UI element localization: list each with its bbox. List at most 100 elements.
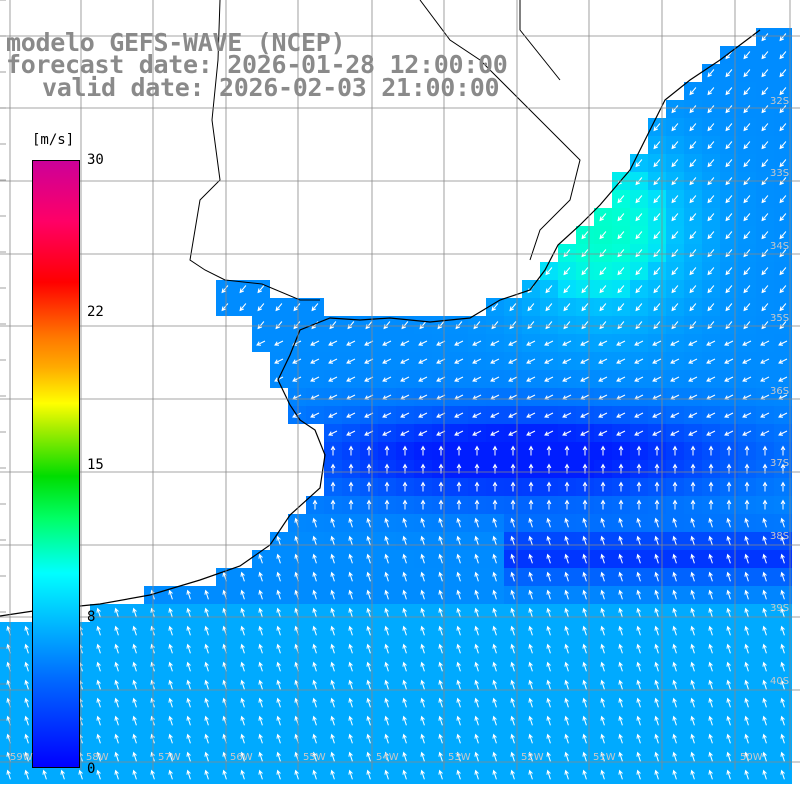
valid-date: valid date: 2026-02-03 21:00:00 <box>42 73 500 102</box>
wind-arrow <box>168 661 173 672</box>
wind-arrow <box>564 589 569 600</box>
wind-arrow <box>42 769 47 780</box>
wind-arrow <box>636 733 641 744</box>
wind-arrow <box>132 679 137 690</box>
wind-arrow <box>258 661 263 672</box>
wind-arrow <box>474 643 479 654</box>
wind-arrow <box>474 481 480 492</box>
wind-arrow <box>744 517 749 528</box>
wind-arrow <box>544 430 554 436</box>
wind-arrow <box>310 358 320 364</box>
wind-arrow <box>132 625 137 636</box>
wind-arrow <box>689 231 697 240</box>
lon-label: 54W <box>376 752 399 763</box>
wind-arrow <box>454 358 464 364</box>
wind-arrow <box>562 430 572 436</box>
wind-arrow <box>384 535 389 546</box>
wind-arrow <box>276 679 281 690</box>
wind-arrow <box>742 430 752 436</box>
wind-arrow <box>618 517 623 528</box>
wind-arrow <box>96 643 101 654</box>
wind-arrow <box>670 358 680 364</box>
wind-arrow <box>600 715 605 726</box>
wind-arrow <box>725 213 733 222</box>
wind-arrow <box>384 481 390 492</box>
wind-arrow <box>725 231 733 240</box>
wind-arrow <box>780 625 785 636</box>
wind-arrow <box>672 661 677 672</box>
wind-arrow <box>652 376 662 382</box>
wind-arrow <box>528 679 533 690</box>
wind-arrow <box>744 571 749 582</box>
wind-arrow <box>654 553 659 564</box>
wind-arrow <box>492 517 497 528</box>
wind-arrow <box>690 661 695 672</box>
wind-arrow <box>617 231 625 240</box>
lon-label: 51W <box>593 752 616 763</box>
wind-arrow <box>726 697 731 708</box>
wind-arrow <box>654 769 659 780</box>
wind-arrow <box>366 697 371 708</box>
wind-arrow <box>420 769 425 780</box>
wind-arrow <box>474 589 479 600</box>
wind-arrow <box>780 553 785 564</box>
wind-arrow <box>726 679 731 690</box>
wind-arrow <box>256 340 266 346</box>
wind-arrow <box>204 625 209 636</box>
wind-arrow <box>582 769 587 780</box>
wind-arrow <box>420 481 426 492</box>
wind-arrow <box>384 751 389 762</box>
wind-arrow <box>438 751 443 762</box>
wind-arrow <box>581 285 589 294</box>
wind-arrow <box>366 571 371 582</box>
wind-arrow <box>598 376 608 382</box>
wind-arrow <box>652 358 662 364</box>
wind-arrow <box>725 195 733 204</box>
wind-arrow <box>508 340 518 346</box>
wind-arrow <box>276 535 281 546</box>
wind-arrow <box>274 340 284 346</box>
wind-arrow <box>546 661 551 672</box>
wind-arrow <box>564 625 569 636</box>
wind-arrow <box>690 535 695 546</box>
wind-arrow <box>474 769 479 780</box>
wind-arrow <box>581 231 589 240</box>
wind-arrow <box>762 481 768 492</box>
wind-arrow <box>618 535 623 546</box>
wind-arrow <box>743 159 751 168</box>
wind-arrow <box>636 571 641 582</box>
wind-arrow <box>312 661 317 672</box>
wind-arrow <box>708 679 713 690</box>
wind-arrow <box>726 715 731 726</box>
wind-arrow <box>725 87 733 96</box>
wind-arrow <box>761 195 769 204</box>
wind-arrow <box>653 267 661 276</box>
wind-arrow <box>276 571 281 582</box>
wind-arrow <box>328 430 338 436</box>
wind-arrow <box>456 733 461 744</box>
wind-arrow <box>438 643 443 654</box>
wind-arrow <box>508 358 518 364</box>
wind-arrow <box>438 715 443 726</box>
wind-arrow <box>654 715 659 726</box>
model-title: modelo GEFS-WAVE (NCEP) <box>6 28 346 57</box>
wind-arrow <box>508 412 518 418</box>
wind-arrow <box>366 643 371 654</box>
wind-arrow <box>454 412 464 418</box>
wind-arrow <box>330 661 335 672</box>
wind-arrow <box>294 769 299 780</box>
wind-arrow <box>114 751 119 762</box>
wind-arrow <box>312 751 317 762</box>
wind-arrow <box>258 553 263 564</box>
wind-arrow <box>348 517 353 528</box>
wind-arrow <box>600 481 606 492</box>
wind-arrow <box>761 87 769 96</box>
wind-arrow <box>312 733 317 744</box>
wind-arrow <box>582 625 587 636</box>
wind-arrow <box>186 625 191 636</box>
wind-arrow <box>274 358 284 364</box>
wind-arrow <box>762 751 767 762</box>
wind-arrow <box>564 553 569 564</box>
wind-arrow <box>328 340 338 346</box>
